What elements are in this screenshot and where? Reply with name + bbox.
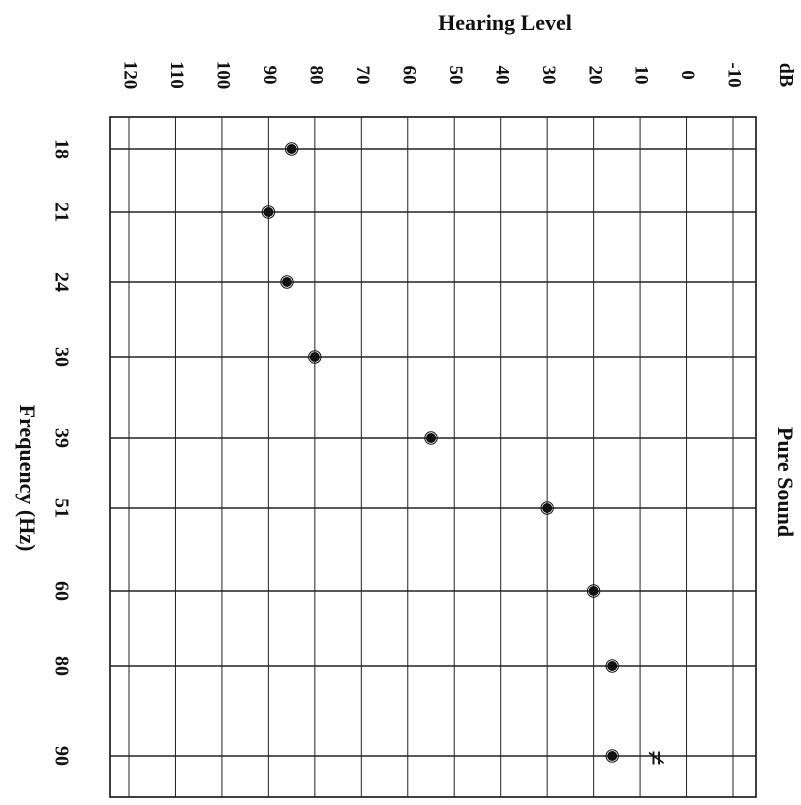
- data-point-ring: [280, 275, 294, 289]
- frequency-tick-label: 51: [50, 498, 72, 518]
- grid: [109, 116, 757, 798]
- data-point-dot: [588, 586, 599, 596]
- data-point-ring: [540, 501, 554, 515]
- data-point-dot: [286, 144, 297, 154]
- data-point-ring: [586, 584, 601, 598]
- db-tick-label: 70: [352, 66, 373, 85]
- axis-labels: -10 0 10 20 30 40 50 60 70 80 90 100 110 120 18 21 24 30 3…: [50, 61, 744, 766]
- data-point: [424, 431, 438, 445]
- db-tick-label: 30: [538, 66, 559, 85]
- data-point: [605, 749, 619, 763]
- frequency-tick-label: 21: [50, 202, 72, 222]
- db-tick-label: 50: [445, 66, 466, 85]
- data-point: [280, 275, 294, 289]
- unit-label: dB: [775, 63, 797, 87]
- data-point-dot: [426, 433, 436, 443]
- data-point-dot: [281, 277, 292, 287]
- db-tick-label: 120: [120, 61, 141, 90]
- data-points: [261, 142, 619, 763]
- frequency-tick-label: 39: [50, 428, 72, 448]
- data-point-ring: [605, 659, 619, 673]
- frequency-tick-label: 24: [50, 272, 72, 292]
- annotation-mark-text: ≠: [640, 750, 671, 765]
- chart-subtitle: Pure Sound: [773, 427, 798, 537]
- frequency-tick-label: 30: [50, 347, 72, 367]
- plot-frame: [109, 116, 757, 798]
- x-axis-label: Frequency (Hz): [15, 405, 40, 552]
- db-tick-label: 60: [398, 66, 419, 85]
- frequency-tick-label: 80: [50, 656, 72, 676]
- data-point-dot: [263, 207, 274, 217]
- data-point-dot: [542, 503, 553, 513]
- data-point: [261, 205, 276, 219]
- data-point-ring: [261, 205, 276, 219]
- data-point: [586, 584, 601, 598]
- db-tick-label: 90: [259, 66, 280, 85]
- data-point: [308, 350, 322, 364]
- data-point-ring: [308, 350, 322, 364]
- frequency-tick-label: 60: [50, 581, 72, 601]
- data-point-dot: [309, 352, 320, 362]
- data-point-ring: [424, 431, 438, 445]
- frequency-tick-label: 18: [50, 139, 72, 159]
- db-tick-label: 0: [677, 70, 698, 80]
- frequency-tick-label: 90: [50, 746, 72, 766]
- data-point: [284, 142, 299, 156]
- db-tick-label: 40: [491, 66, 512, 85]
- db-tick-label: 20: [584, 66, 605, 85]
- data-point-ring: [284, 142, 299, 156]
- db-tick-label: 10: [631, 66, 652, 85]
- data-point-dot: [607, 751, 618, 761]
- db-tick-label: 80: [305, 66, 326, 85]
- data-point-dot: [607, 661, 618, 671]
- data-point: [605, 659, 619, 673]
- data-point-ring: [605, 749, 619, 763]
- db-tick-label: 100: [213, 61, 234, 90]
- annotation-mark: ≠: [640, 750, 671, 765]
- db-tick-label: -10: [724, 62, 745, 87]
- data-point: [540, 501, 554, 515]
- chart-title: Hearing Level: [438, 10, 572, 35]
- db-tick-label: 110: [166, 61, 187, 88]
